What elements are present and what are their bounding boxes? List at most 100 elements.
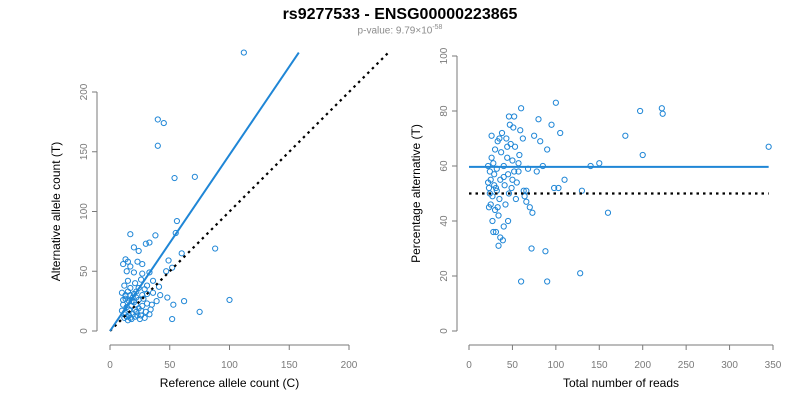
x-axis-title: Reference allele count (C) [160, 376, 299, 390]
data-point [508, 184, 515, 192]
y-axis-title: Alternative allele count (T) [49, 142, 63, 281]
data-point [134, 258, 141, 265]
data-point [506, 121, 513, 128]
data-point [142, 240, 149, 247]
data-point [637, 107, 644, 115]
data-point [191, 173, 198, 180]
data-point [498, 149, 505, 156]
x-tick-label: 200 [634, 360, 651, 371]
data-point [518, 105, 525, 112]
data-point [495, 212, 502, 219]
x-tick-label: 50 [507, 360, 519, 371]
data-point [130, 244, 137, 251]
data-point [490, 228, 497, 236]
data-point [544, 146, 551, 153]
data-point [520, 187, 527, 194]
data-point [533, 168, 540, 175]
data-point [498, 129, 506, 137]
data-point [551, 184, 558, 192]
data-point [135, 247, 142, 255]
x-tick-label: 150 [281, 360, 298, 371]
data-point [529, 209, 536, 216]
data-point [146, 269, 153, 276]
data-point [154, 116, 161, 123]
data-point [515, 160, 522, 167]
data-point [485, 204, 493, 211]
data-point [152, 232, 159, 239]
data-point [639, 151, 646, 159]
y-tick-label: 80 [439, 105, 450, 117]
data-point [180, 298, 188, 305]
y-tick-label: 0 [79, 328, 90, 334]
data-point [544, 278, 551, 285]
data-point [120, 296, 127, 304]
data-point [504, 154, 511, 161]
data-point [528, 245, 535, 252]
data-point [124, 258, 132, 265]
data-point [535, 116, 542, 123]
data-point [171, 174, 178, 182]
data-point [561, 176, 568, 183]
right-plot: 0 20 40 60 80 100 0 50 100 150 200 250 300 350 Total n… [409, 47, 782, 390]
data-point [500, 173, 507, 181]
data-point [497, 234, 504, 241]
data-point [507, 140, 514, 148]
data-point [531, 132, 538, 139]
y-tick-label: 100 [439, 47, 450, 64]
data-point [552, 99, 559, 106]
data-point [505, 113, 513, 120]
data-point [537, 138, 544, 145]
x-tick-label: 50 [164, 360, 176, 371]
data-point [523, 198, 530, 205]
data-point [123, 268, 130, 275]
reference-line [109, 51, 390, 332]
left-plot: 0 50 100 150 200 0 50 100 150 200 Reference allele… [49, 49, 390, 390]
data-point [178, 250, 185, 257]
data-point [494, 204, 501, 211]
data-point [196, 308, 203, 315]
data-point [622, 132, 629, 139]
pvalue-text: p-value: 9.79×10 [357, 25, 433, 37]
data-point [765, 143, 772, 150]
data-point [212, 245, 219, 252]
chart-subtitle: p-value: 9.79×10-58 [0, 24, 800, 36]
data-point [496, 135, 503, 142]
data-point [129, 294, 136, 301]
y-tick-label: 150 [79, 143, 90, 160]
x-axis-title: Total number of reads [563, 376, 679, 390]
y-axis-title: Percentage alternative (T) [409, 124, 423, 263]
data-point [658, 105, 665, 112]
data-point [135, 305, 142, 312]
data-point [490, 160, 497, 167]
data-point [542, 248, 549, 255]
data-point [240, 49, 247, 56]
data-point [502, 201, 509, 208]
data-point [557, 129, 564, 137]
data-point [139, 270, 146, 277]
data-point [495, 242, 502, 249]
y-tick-label: 60 [439, 160, 450, 172]
data-point [511, 113, 518, 120]
y-tick-label: 100 [79, 203, 90, 220]
y-tick-label: 200 [79, 83, 90, 100]
x-tick-label: 300 [721, 360, 738, 371]
data-point [496, 195, 503, 203]
x-tick-label: 150 [591, 360, 608, 371]
data-point [504, 217, 512, 225]
data-point [485, 184, 493, 192]
data-point [127, 284, 134, 292]
data-point [489, 217, 496, 225]
data-point [149, 289, 157, 296]
y-tick-label: 50 [79, 265, 90, 277]
data-point [139, 260, 146, 268]
data-point [149, 277, 157, 284]
data-point [164, 294, 171, 301]
data-point [523, 187, 530, 194]
data-point [153, 298, 160, 305]
data-point [491, 146, 499, 153]
data-point [121, 282, 128, 289]
data-point [577, 270, 584, 277]
data-point [596, 160, 603, 167]
data-point [143, 300, 151, 307]
